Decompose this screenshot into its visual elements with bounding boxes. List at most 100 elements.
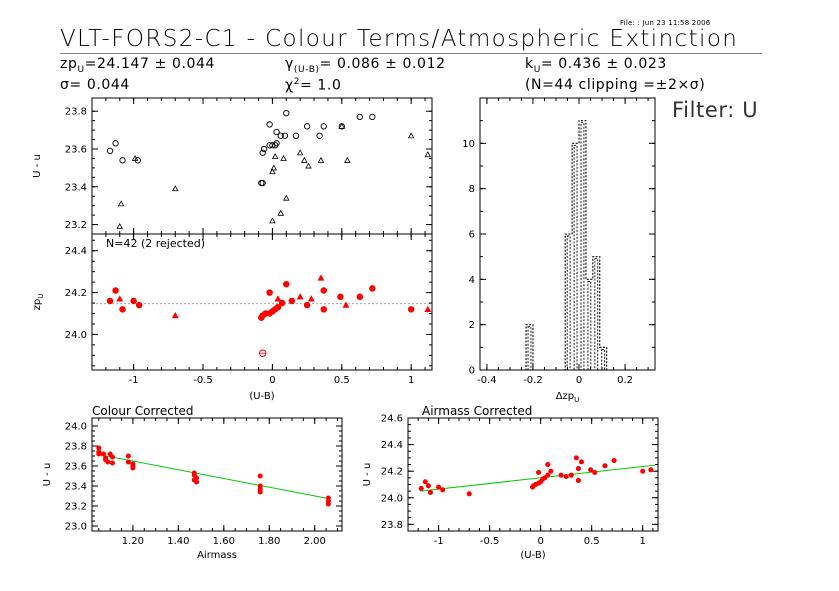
x-tick-label: 1.60 [213, 536, 235, 547]
airmass-corrected-xlabel: (U-B) [520, 550, 545, 561]
data-point-circle [130, 297, 137, 305]
x-tick-label: -0.2 [523, 375, 543, 386]
data-point-circle [105, 459, 111, 465]
data-point-triangle [344, 156, 351, 163]
data-point-circle [278, 299, 286, 307]
data-point-circle [427, 489, 433, 495]
y-tick-label: 23.8 [65, 442, 87, 453]
data-point-circle [125, 453, 131, 459]
data-point-triangle [270, 164, 278, 171]
histogram-outline [480, 120, 655, 371]
y-tick-label: 2 [469, 320, 475, 331]
data-point-triangle [307, 295, 315, 302]
x-tick-label: 0 [537, 536, 543, 547]
n-rejected-annotation: N=42 (2 rejected) [106, 237, 205, 250]
data-point-circle [320, 123, 327, 130]
file-stamp: File: : Jun 23 11:58 2006 [620, 19, 710, 27]
data-point-circle [545, 472, 551, 478]
data-point-triangle [116, 223, 124, 229]
data-point-circle [602, 463, 608, 469]
data-point-circle [273, 128, 280, 136]
data-point-circle [425, 483, 431, 489]
data-point-triangle [342, 301, 350, 308]
data-point-circle [119, 306, 126, 313]
data-point-circle [542, 475, 548, 481]
file-value: : Jun 23 11:58 2006 [637, 19, 711, 27]
data-point-circle [548, 468, 554, 474]
data-point-circle [292, 132, 300, 139]
x-tick-label: 0.5 [584, 536, 600, 547]
histogram-bar [601, 348, 606, 371]
data-point-triangle [280, 155, 287, 161]
x-tick-label: 1.40 [167, 536, 189, 547]
data-point-circle [575, 465, 581, 472]
data-point-circle [316, 132, 323, 139]
data-point-triangle [274, 295, 282, 302]
data-point-circle [259, 149, 266, 156]
colour-corrected-fit-line [98, 454, 331, 500]
data-point-circle [422, 479, 428, 485]
data-point-triangle [277, 209, 285, 216]
data-point-triangle [271, 153, 279, 160]
y-tick-label: 23.2 [65, 220, 87, 231]
y-tick-label: 23.4 [65, 482, 87, 493]
data-point-circle [568, 472, 574, 478]
y-tick-label: 4 [469, 275, 475, 286]
mid-left-ylabel: zpU [32, 294, 45, 311]
data-point-circle [266, 121, 273, 128]
histogram-bar [573, 144, 578, 371]
x-tick-label: -1 [434, 536, 444, 547]
y-tick-label: 24.0 [65, 330, 87, 341]
y-tick-label: 24.6 [381, 414, 403, 425]
histogram-bar [594, 258, 599, 371]
k-stat: kU= 0.436 ± 0.023 [525, 56, 667, 75]
x-tick-label: 1.80 [258, 536, 280, 547]
x-tick-label: 0.2 [617, 375, 633, 386]
data-point-circle [648, 467, 654, 473]
x-tick-label: 0.5 [334, 375, 350, 386]
data-point-circle [257, 489, 263, 495]
data-point-circle [407, 306, 415, 313]
y-tick-label: 24.2 [65, 288, 87, 299]
data-point-circle [283, 280, 290, 288]
data-point-circle [266, 289, 273, 296]
histogram-bar [566, 235, 571, 371]
data-point-triangle [171, 185, 179, 192]
x-tick-label: 1 [640, 536, 646, 547]
data-point-triangle [338, 122, 346, 129]
data-point-circle [112, 287, 119, 294]
x-tick-label: -0.5 [480, 536, 500, 547]
mid-left-xlabel: (U-B) [249, 391, 274, 402]
chi2-stat: χ2= 1.0 [285, 77, 342, 94]
data-point-circle [536, 469, 542, 476]
data-point-circle [303, 301, 311, 309]
data-point-triangle [171, 311, 179, 319]
y-tick-label: 23.4 [65, 182, 87, 193]
y-tick-label: 24.2 [381, 467, 403, 478]
data-point-circle [320, 287, 328, 294]
y-tick-label: 8 [469, 184, 475, 195]
data-point-circle [466, 491, 472, 497]
data-point-triangle [301, 156, 308, 163]
data-point-triangle [283, 194, 290, 201]
x-tick-label: -0.5 [193, 375, 213, 386]
y-tick-label: 24.0 [381, 493, 403, 504]
data-point-triangle [269, 217, 276, 224]
histogram-frame [479, 97, 656, 371]
data-point-circle [545, 461, 551, 468]
data-point-circle [558, 472, 564, 478]
data-point-circle [257, 473, 263, 479]
x-tick-label: 0 [269, 375, 275, 386]
airmass-corrected-title: Airmass Corrected [422, 404, 532, 418]
data-point-circle [283, 109, 290, 117]
data-point-circle [277, 132, 284, 139]
airmass-corrected-ylabel: U - u [362, 463, 373, 487]
data-point-circle [109, 460, 116, 466]
data-point-circle [130, 465, 136, 471]
data-point-triangle [116, 295, 124, 302]
data-point-circle [281, 132, 289, 139]
x-tick-label: 1.20 [122, 536, 144, 547]
x-tick-label: 1 [408, 375, 414, 386]
